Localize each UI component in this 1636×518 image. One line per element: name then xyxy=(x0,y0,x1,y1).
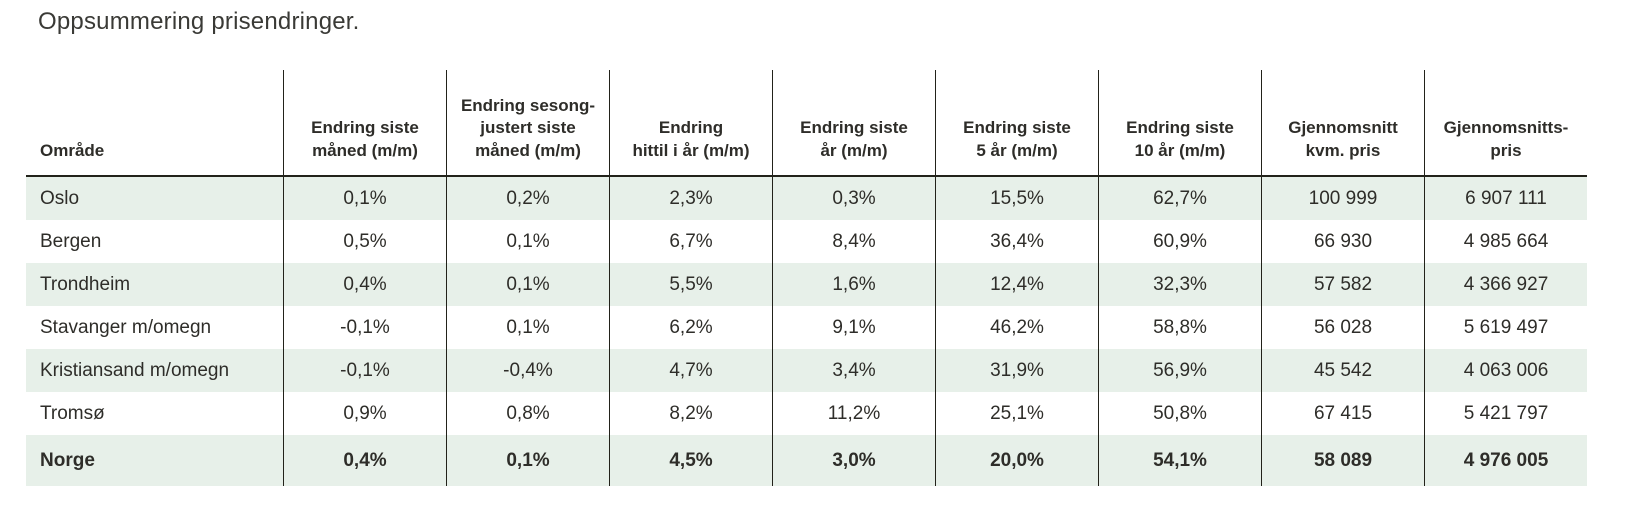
column-header-siste-ar: Endring siste år (m/m) xyxy=(772,70,935,175)
column-header-gjennomsnittspris: Gjennomsnitts- pris xyxy=(1424,70,1587,175)
row-label: Kristiansand m/omegn xyxy=(40,359,230,381)
row-label: Tromsø xyxy=(40,402,105,424)
column-header-endring-siste-maned: Endring siste måned (m/m) xyxy=(283,70,446,175)
table-cell: 3,4% xyxy=(772,349,935,392)
table-row-tromso: Tromsø 0,9% 0,8% 8,2% 11,2% 25,1% 50,8% … xyxy=(26,392,1587,435)
table-cell: 9,1% xyxy=(772,306,935,349)
table-row-trondheim: Trondheim 0,4% 0,1% 5,5% 1,6% 12,4% 32,3… xyxy=(26,263,1587,306)
table-cell: 0,2% xyxy=(446,177,609,220)
table-cell: 0,3% xyxy=(772,177,935,220)
row-label: Oslo xyxy=(40,187,80,209)
table-cell: 62,7% xyxy=(1098,177,1261,220)
table-cell: 0,1% xyxy=(446,435,609,486)
table-cell: -0,4% xyxy=(446,349,609,392)
table-cell: 2,3% xyxy=(609,177,772,220)
table-cell: 0,1% xyxy=(446,306,609,349)
table-cell: 3,0% xyxy=(772,435,935,486)
table-cell: 4,5% xyxy=(609,435,772,486)
table-cell: 50,8% xyxy=(1098,392,1261,435)
column-header-siste-5-ar: Endring siste 5 år (m/m) xyxy=(935,70,1098,175)
table-cell: 66 930 xyxy=(1261,220,1424,263)
table-cell: -0,1% xyxy=(283,306,446,349)
table-cell: 15,5% xyxy=(935,177,1098,220)
table-cell: 60,9% xyxy=(1098,220,1261,263)
row-label: Trondheim xyxy=(40,273,131,295)
table-cell: 8,2% xyxy=(609,392,772,435)
table-cell: 6,2% xyxy=(609,306,772,349)
table-cell: 56 028 xyxy=(1261,306,1424,349)
table-row-stavanger: Stavanger m/omegn -0,1% 0,1% 6,2% 9,1% 4… xyxy=(26,306,1587,349)
table-cell: 31,9% xyxy=(935,349,1098,392)
table-cell: 58 089 xyxy=(1261,435,1424,486)
table-cell: 0,1% xyxy=(446,263,609,306)
table-cell: 0,8% xyxy=(446,392,609,435)
column-header-siste-10-ar: Endring siste 10 år (m/m) xyxy=(1098,70,1261,175)
table-cell: 36,4% xyxy=(935,220,1098,263)
table-cell: 45 542 xyxy=(1261,349,1424,392)
table-cell: 5 619 497 xyxy=(1424,306,1587,349)
table-cell: 56,9% xyxy=(1098,349,1261,392)
table-row-bergen: Bergen 0,5% 0,1% 6,7% 8,4% 36,4% 60,9% 6… xyxy=(26,220,1587,263)
table-cell: 100 999 xyxy=(1261,177,1424,220)
table-header-row: Område Endring siste måned (m/m) Endring… xyxy=(26,70,1587,177)
table-cell: 25,1% xyxy=(935,392,1098,435)
table-cell: 20,0% xyxy=(935,435,1098,486)
table-cell: 6 907 111 xyxy=(1424,177,1587,220)
table-row-oslo: Oslo 0,1% 0,2% 2,3% 0,3% 15,5% 62,7% 100… xyxy=(26,177,1587,220)
table-cell: 5 421 797 xyxy=(1424,392,1587,435)
table-cell: 0,1% xyxy=(446,220,609,263)
column-header-hittil-i-ar: Endring hittil i år (m/m) xyxy=(609,70,772,175)
table-row-kristiansand: Kristiansand m/omegn -0,1% -0,4% 4,7% 3,… xyxy=(26,349,1587,392)
row-label: Norge xyxy=(40,449,95,471)
table-cell: -0,1% xyxy=(283,349,446,392)
row-label: Stavanger m/omegn xyxy=(40,316,212,338)
table-cell: 67 415 xyxy=(1261,392,1424,435)
table-cell: 12,4% xyxy=(935,263,1098,306)
table-cell: 1,6% xyxy=(772,263,935,306)
table-cell: 0,5% xyxy=(283,220,446,263)
table-cell: 0,1% xyxy=(283,177,446,220)
price-change-table: Område Endring siste måned (m/m) Endring… xyxy=(26,70,1587,486)
table-cell: 58,8% xyxy=(1098,306,1261,349)
table-cell: 0,4% xyxy=(283,263,446,306)
table-cell: 4 976 005 xyxy=(1424,435,1587,486)
table-cell: 54,1% xyxy=(1098,435,1261,486)
table-cell: 0,9% xyxy=(283,392,446,435)
table-cell: 11,2% xyxy=(772,392,935,435)
table-cell: 0,4% xyxy=(283,435,446,486)
table-cell: 5,5% xyxy=(609,263,772,306)
table-cell: 4 366 927 xyxy=(1424,263,1587,306)
column-header-gjennomsnitt-kvm-pris: Gjennomsnitt kvm. pris xyxy=(1261,70,1424,175)
table-cell: 4,7% xyxy=(609,349,772,392)
table-cell: 8,4% xyxy=(772,220,935,263)
table-row-norge-total: Norge 0,4% 0,1% 4,5% 3,0% 20,0% 54,1% 58… xyxy=(26,435,1587,486)
table-cell: 4 985 664 xyxy=(1424,220,1587,263)
table-cell: 57 582 xyxy=(1261,263,1424,306)
page-title: Oppsummering prisendringer. xyxy=(38,8,360,35)
column-header-omrade: Område xyxy=(40,140,105,160)
table-cell: 46,2% xyxy=(935,306,1098,349)
table-cell: 6,7% xyxy=(609,220,772,263)
column-header-sesongjustert-siste-maned: Endring sesong- justert siste måned (m/m… xyxy=(446,70,609,175)
table-cell: 4 063 006 xyxy=(1424,349,1587,392)
table-cell: 32,3% xyxy=(1098,263,1261,306)
row-label: Bergen xyxy=(40,230,102,252)
